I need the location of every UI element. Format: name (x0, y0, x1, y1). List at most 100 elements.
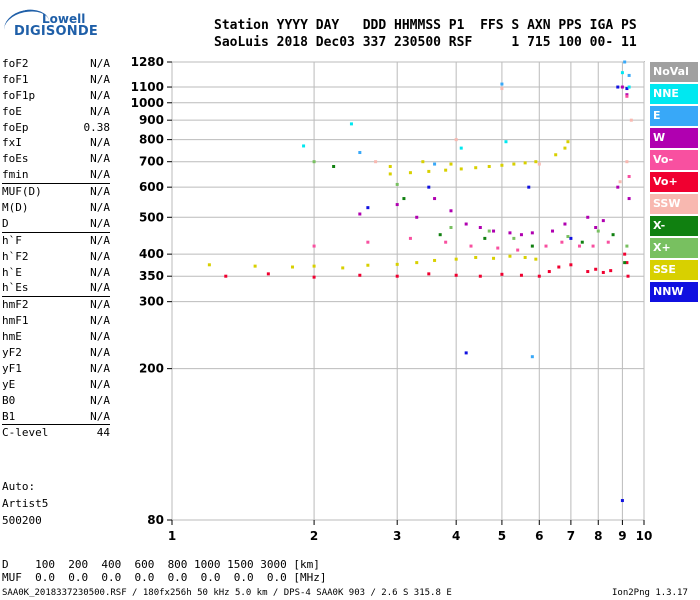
distance-row: D 100 200 400 600 800 1000 1500 3000 [km… (2, 558, 320, 571)
param-name: h`E (2, 265, 22, 279)
data-point-vo- (606, 240, 610, 244)
data-point-sse (253, 264, 257, 268)
data-point-sse (534, 257, 538, 261)
data-point-x- (438, 233, 442, 237)
param-value: N/A (90, 377, 110, 391)
param-value: N/A (90, 136, 110, 150)
param-row: yF1 N/A (2, 361, 110, 377)
data-point-ssw (537, 162, 541, 166)
data-point-sse (459, 167, 463, 171)
y-tick-label: 600 (139, 180, 164, 194)
data-point-vo+ (358, 273, 362, 277)
param-value: N/A (90, 265, 110, 279)
param-row: h`Es N/A (2, 280, 110, 296)
data-point-vo+ (547, 270, 551, 274)
legend-item: E (650, 106, 698, 126)
param-value: N/A (90, 409, 110, 423)
param-row: h`E N/A (2, 265, 110, 281)
param-separator (2, 231, 110, 233)
footer-file-info: SAA0K_2018337230500.RSF / 180fx256h 50 k… (2, 588, 452, 598)
data-point-vo+ (454, 273, 458, 277)
data-point-w (551, 229, 555, 233)
param-row: hmE N/A (2, 329, 110, 345)
param-row: foF1p N/A (2, 88, 110, 104)
y-tick-label: 700 (139, 155, 164, 169)
autoscaler-name: Artist5 (2, 497, 49, 510)
data-point-nnw (569, 236, 573, 240)
param-value: N/A (90, 216, 110, 230)
data-point-w (625, 93, 629, 97)
param-value: 44 (96, 426, 110, 440)
data-point-w (627, 197, 631, 201)
x-tick-label: 1 (168, 529, 176, 543)
param-name: foEp (2, 120, 29, 134)
param-row: foF2 N/A (2, 56, 110, 72)
param-value: N/A (90, 249, 110, 263)
param-name: foF2 (2, 57, 29, 70)
data-point-w (563, 222, 567, 226)
data-point-w (586, 215, 590, 219)
param-name: hmE (2, 330, 22, 344)
data-point-vo+ (500, 272, 504, 276)
footer-version: Ion2Png 1.3.17 (612, 588, 688, 598)
header-row-1: Station YYYY DAY DDD HHMMSS P1 FFS S AXN… (214, 18, 637, 33)
data-point-w (478, 225, 482, 229)
data-point-x+ (487, 229, 491, 233)
legend-item: NoVal (650, 62, 698, 82)
param-name: foE (2, 104, 22, 118)
param-value: N/A (90, 233, 110, 247)
param-separator (2, 296, 110, 298)
param-row: h`F2 N/A (2, 249, 110, 265)
param-row: h`F N/A (2, 233, 110, 249)
param-row: C-level 44 (2, 425, 110, 441)
data-point-sse (474, 166, 478, 170)
param-name: h`Es (2, 281, 29, 295)
autoscaler-version: 500200 (2, 514, 42, 527)
data-point-sse (433, 258, 437, 262)
muf-row: MUF 0.0 0.0 0.0 0.0 0.0 0.0 0.0 0.0 [MHz… (2, 571, 327, 584)
data-point-sse (312, 264, 316, 268)
data-point-sse (366, 263, 370, 267)
data-point-ssw (618, 180, 622, 184)
data-point-vo+ (395, 274, 399, 278)
data-point-vo- (627, 175, 631, 178)
param-value: N/A (90, 88, 110, 102)
param-row: B0 N/A (2, 393, 110, 409)
logo-line1: Lowell (42, 12, 86, 26)
data-point-vo- (560, 240, 564, 244)
data-point-sse (395, 262, 399, 266)
data-point-vo+ (625, 261, 629, 265)
y-tick-label: 900 (139, 113, 164, 127)
data-point-w (449, 209, 453, 213)
param-value: N/A (90, 281, 110, 295)
data-point-sse (421, 160, 425, 164)
data-point-w (620, 85, 624, 89)
x-tick-label: 4 (452, 529, 460, 543)
data-point-vo- (444, 240, 448, 244)
data-point-vo+ (519, 273, 523, 277)
data-point-e (627, 73, 631, 77)
logo-line2: DIGISONDE (14, 24, 98, 39)
param-name: B0 (2, 393, 16, 407)
param-name: hmF1 (2, 314, 29, 328)
x-tick-label: 2 (310, 529, 318, 543)
data-point-nnw (625, 87, 629, 91)
data-point-sse (290, 265, 294, 269)
param-value: N/A (90, 57, 110, 70)
param-name: h`F (2, 233, 22, 247)
x-tick-label: 9 (618, 529, 626, 543)
data-point-vo+ (626, 274, 630, 278)
data-point-x+ (625, 244, 629, 248)
param-name: B1 (2, 409, 16, 423)
param-value: N/A (90, 152, 110, 166)
param-name: foF1 (2, 72, 29, 86)
data-point-e (433, 162, 437, 166)
param-row: foF1 N/A (2, 72, 110, 88)
legend-item: X+ (650, 238, 698, 258)
data-point-sse (408, 171, 412, 175)
param-row: fxI N/A (2, 135, 110, 151)
y-tick-label: 80 (147, 513, 164, 527)
data-point-nnw (616, 85, 620, 89)
data-point-w (530, 231, 534, 235)
data-point-vo+ (623, 252, 627, 256)
